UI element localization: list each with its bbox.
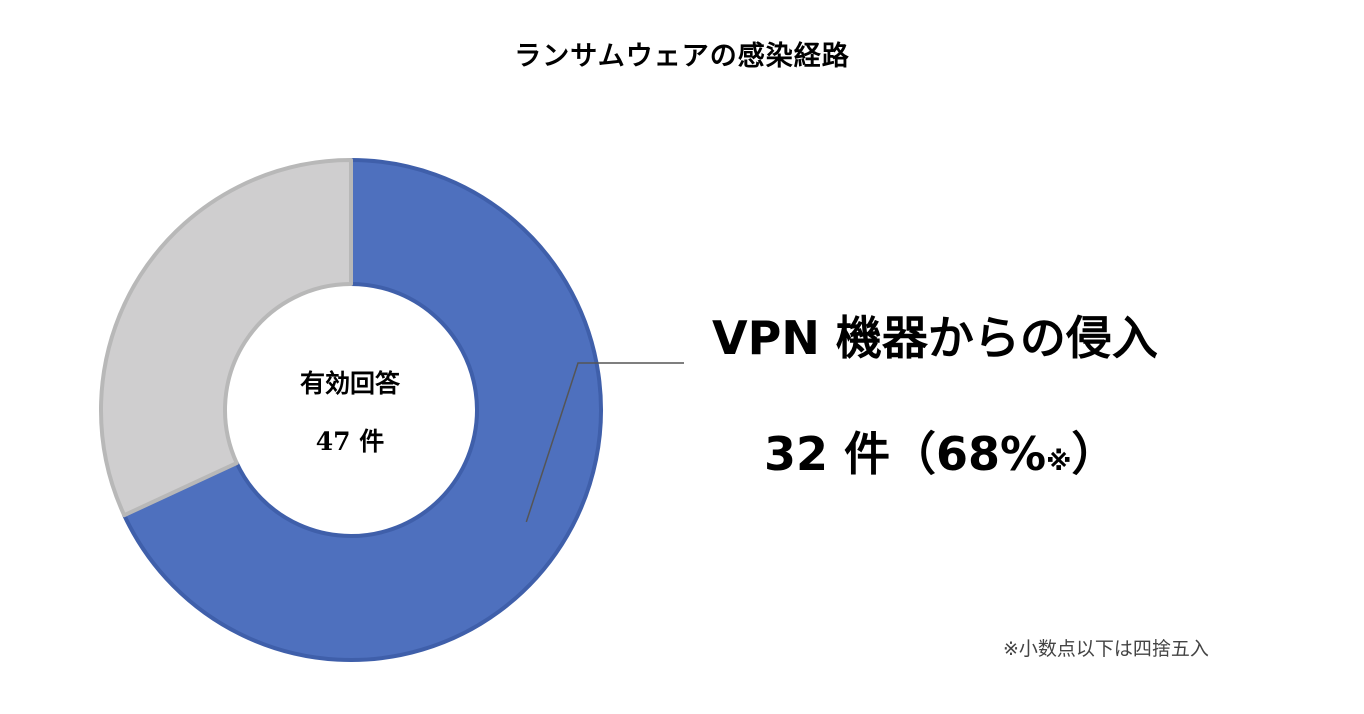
callout-close-paren: ）: [1071, 427, 1118, 481]
callout-count: 32 件（68%: [764, 427, 1047, 481]
callout-footnote-mark: ※: [1046, 447, 1072, 477]
footnote: ※小数点以下は四捨五入: [1003, 638, 1209, 660]
donut-slice-other: [99, 158, 353, 518]
callout-category-label: VPN 機器からの侵入: [712, 311, 1158, 365]
chart-title: ランサムウェアの感染経路: [514, 41, 850, 72]
center-label-total: 47 件: [315, 427, 385, 456]
donut-slice-vpn: [122, 158, 603, 662]
callout-leader-line: [525, 362, 684, 523]
callout-value-label: 32 件（68%※）: [764, 418, 1117, 484]
center-label-responses: 有効回答: [299, 369, 400, 398]
